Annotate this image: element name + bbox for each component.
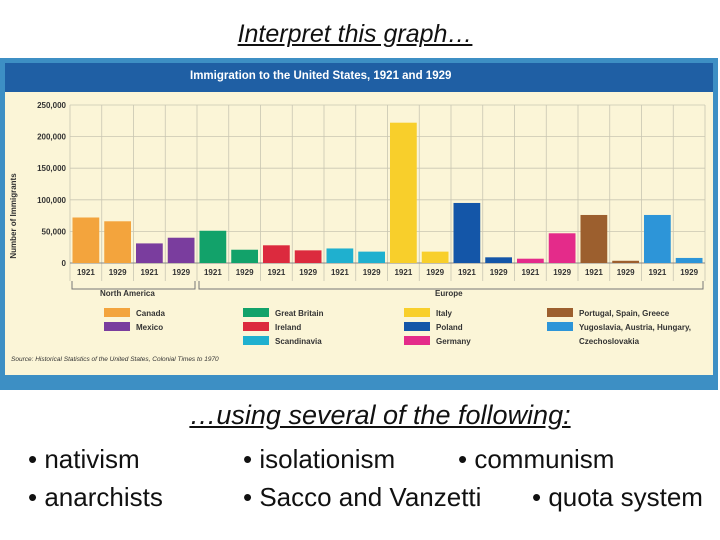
legend-label-canada: Canada bbox=[136, 309, 165, 318]
y-tick-label: 250,000 bbox=[37, 101, 66, 110]
chart-source: Source: Historical Statistics of the Uni… bbox=[11, 356, 219, 363]
x-tick-label: 1929 bbox=[490, 268, 508, 277]
legend-swatch-portugal-spain-greece bbox=[547, 308, 573, 317]
bar-ireland-1921 bbox=[263, 245, 290, 263]
x-tick-label: 1921 bbox=[267, 268, 285, 277]
bar-mexico-1929 bbox=[167, 237, 195, 263]
legend-label-great-britain: Great Britain bbox=[275, 309, 324, 318]
legend-swatch-ireland bbox=[243, 322, 269, 331]
legend-label-ireland: Ireland bbox=[275, 323, 301, 332]
bar-yugoslavia-austria-hungary-czechoslovakia-1929 bbox=[675, 257, 703, 263]
y-axis-label: Number of Immigrants bbox=[9, 173, 18, 259]
x-tick-label: 1921 bbox=[204, 268, 222, 277]
y-tick-label: 200,000 bbox=[37, 133, 66, 142]
x-tick-label: 1921 bbox=[585, 268, 603, 277]
x-tick-label: 1921 bbox=[648, 268, 666, 277]
bracket-europe bbox=[198, 281, 704, 290]
legend-label-czechoslovakia: Czechoslovakia bbox=[579, 337, 640, 346]
legend-label-mexico: Mexico bbox=[136, 323, 163, 332]
legend-label-italy: Italy bbox=[436, 309, 453, 318]
x-tick-label: 1921 bbox=[458, 268, 476, 277]
legend-swatch-scandinavia bbox=[243, 336, 269, 345]
term-communism: • communism bbox=[458, 444, 615, 474]
x-tick-label: 1921 bbox=[140, 268, 158, 277]
legend-label-yugoslavia-austria-hungary: Yugoslavia, Austria, Hungary, bbox=[579, 323, 691, 332]
x-tick-label: 1921 bbox=[394, 268, 412, 277]
legend-label-portugal-spain-greece: Portugal, Spain, Greece bbox=[579, 309, 670, 318]
legend-swatch-germany bbox=[404, 336, 430, 345]
legend-label-scandinavia: Scandinavia bbox=[275, 337, 322, 346]
x-tick-label: 1929 bbox=[363, 268, 381, 277]
legend-swatch-italy bbox=[404, 308, 430, 317]
bar-italy-1929 bbox=[421, 251, 449, 263]
y-tick-label: 150,000 bbox=[37, 164, 66, 173]
bar-great-britain-1929 bbox=[231, 249, 258, 263]
term-isolationism: • isolationism bbox=[243, 444, 396, 474]
bar-yugoslavia-austria-hungary-czechoslovakia-1921 bbox=[644, 214, 671, 263]
x-tick-label: 1929 bbox=[617, 268, 635, 277]
bar-italy-1921 bbox=[390, 122, 417, 263]
bar-poland-1929 bbox=[485, 257, 512, 263]
y-tick-label: 50,000 bbox=[42, 227, 67, 236]
bar-portugal-spain-greece-1929 bbox=[612, 260, 639, 263]
bar-scandinavia-1921 bbox=[326, 248, 354, 263]
bar-canada-1921 bbox=[72, 217, 100, 263]
x-tick-label: 1921 bbox=[77, 268, 95, 277]
slide-title: Interpret this graph… bbox=[237, 20, 473, 48]
term-nativism: • nativism bbox=[28, 444, 140, 474]
x-tick-label: 1929 bbox=[172, 268, 190, 277]
term-sacco-and-vanzetti: • Sacco and Vanzetti bbox=[243, 482, 482, 512]
term-quota-system: • quota system bbox=[532, 482, 703, 512]
bar-scandinavia-1929 bbox=[358, 251, 385, 263]
legend-swatch-poland bbox=[404, 322, 430, 331]
bar-great-britain-1921 bbox=[199, 230, 227, 263]
legend-swatch-canada bbox=[104, 308, 130, 317]
legend-label-poland: Poland bbox=[436, 323, 463, 332]
immigration-chart: Immigration to the United States, 1921 a… bbox=[0, 53, 720, 390]
y-tick-label: 0 bbox=[62, 259, 67, 268]
bar-ireland-1929 bbox=[294, 250, 322, 263]
x-tick-label: 1929 bbox=[299, 268, 317, 277]
bar-portugal-spain-greece-1921 bbox=[580, 214, 608, 263]
legend-swatch-mexico bbox=[104, 322, 130, 331]
chart-title: Immigration to the United States, 1921 a… bbox=[190, 70, 451, 82]
x-tick-label: 1921 bbox=[331, 268, 349, 277]
chart-svg: Immigration to the United States, 1921 a… bbox=[0, 58, 718, 390]
group-label-europe: Europe bbox=[435, 289, 463, 298]
group-label-north-america: North America bbox=[100, 289, 155, 298]
bracket-north-america bbox=[71, 281, 196, 290]
legend-swatch-yugoslavia-austria-hungary bbox=[547, 322, 573, 331]
bar-poland-1921 bbox=[453, 202, 481, 263]
x-tick-label: 1929 bbox=[680, 268, 698, 277]
x-tick-label: 1929 bbox=[426, 268, 444, 277]
bar-mexico-1921 bbox=[136, 243, 163, 263]
bar-canada-1929 bbox=[104, 221, 131, 263]
bar-germany-1929 bbox=[548, 233, 576, 263]
x-tick-label: 1929 bbox=[236, 268, 254, 277]
slide-subtitle: …using several of the following: bbox=[189, 400, 571, 430]
legend-label-germany: Germany bbox=[436, 337, 471, 346]
x-tick-label: 1921 bbox=[521, 268, 539, 277]
bar-germany-1921 bbox=[517, 258, 544, 263]
x-tick-label: 1929 bbox=[553, 268, 571, 277]
legend-swatch-great-britain bbox=[243, 308, 269, 317]
x-tick-label: 1929 bbox=[109, 268, 127, 277]
y-tick-label: 100,000 bbox=[37, 196, 66, 205]
term-anarchists: • anarchists bbox=[28, 482, 163, 512]
chart-header bbox=[5, 63, 713, 92]
